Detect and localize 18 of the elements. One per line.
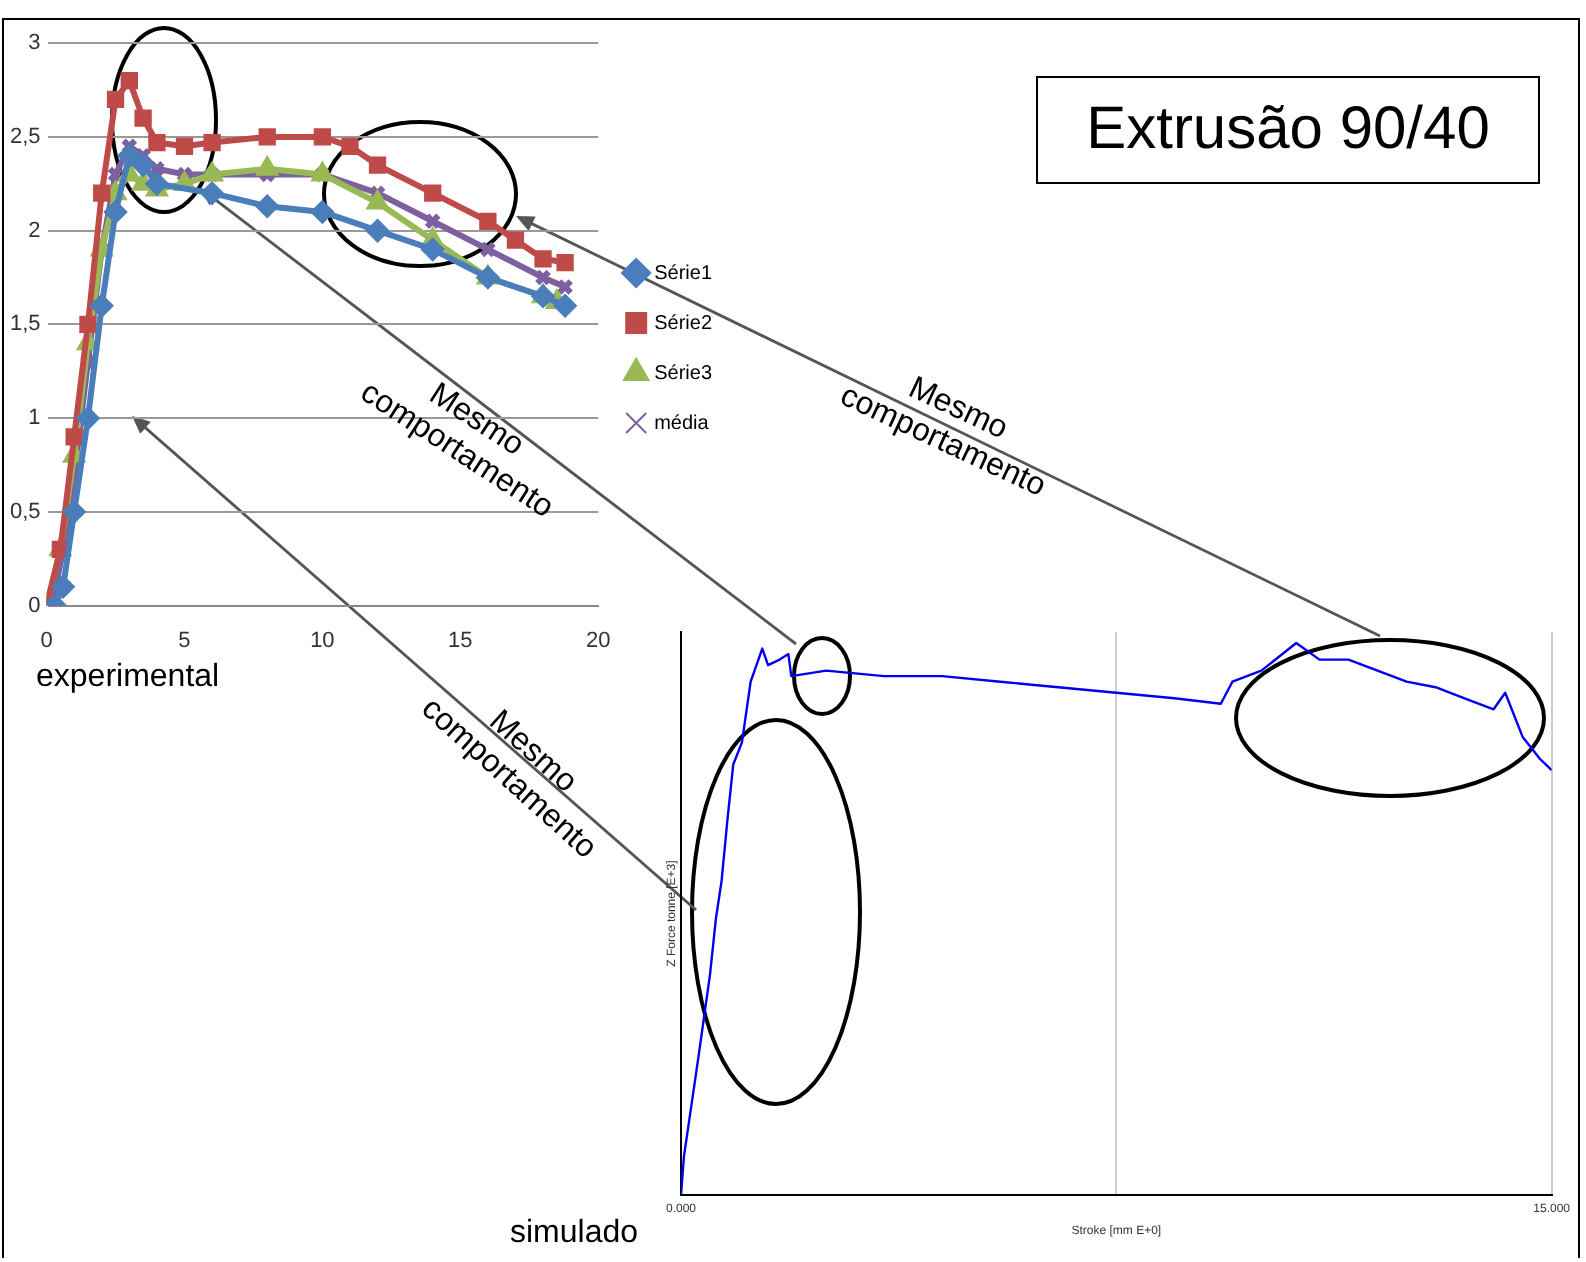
text: simulado bbox=[510, 1216, 641, 1252]
y-tick-label: 0,5 bbox=[9, 499, 41, 524]
text: experimental bbox=[36, 660, 222, 696]
y-tick-label: 1 bbox=[28, 406, 41, 431]
text: Extrusão 90/40 bbox=[1036, 76, 1540, 184]
y-tick-label: 2,5 bbox=[9, 125, 41, 149]
x-tick-label: 20 bbox=[585, 628, 611, 653]
legend-label: Série3 bbox=[654, 362, 713, 385]
legend-label: Série1 bbox=[654, 262, 713, 285]
y-tick-label: 3 bbox=[28, 31, 41, 56]
y-tick-label: 2 bbox=[28, 218, 41, 243]
legend-label: Série2 bbox=[654, 312, 713, 335]
y-tick-label: 0 bbox=[28, 593, 41, 618]
x-tick-label: 10 bbox=[310, 628, 335, 653]
legend-label: média bbox=[654, 412, 710, 435]
x-tick-label: 15 bbox=[448, 628, 473, 653]
y-tick-label: 1,5 bbox=[9, 312, 41, 337]
x-tick-label: 5 bbox=[178, 628, 191, 653]
